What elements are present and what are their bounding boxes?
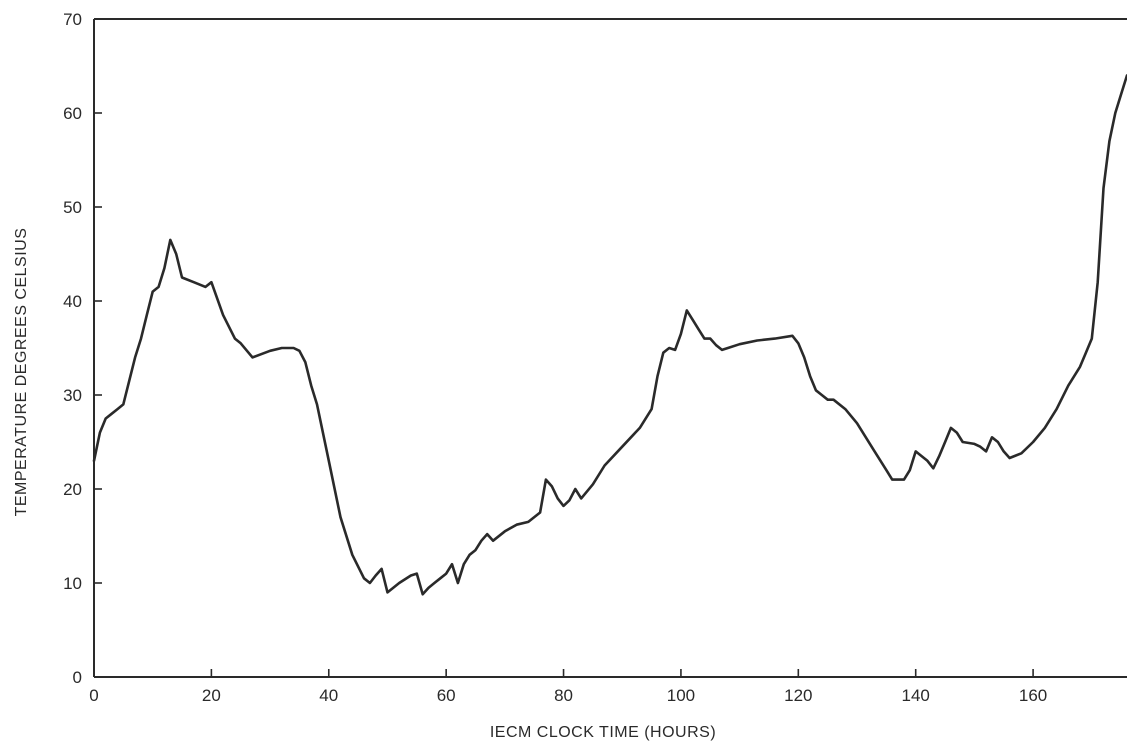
y-axis-title: TEMPERATURE DEGREES CELSIUS [13,228,30,517]
x-tick-label: 40 [319,686,338,705]
x-axis-title: IECM CLOCK TIME (HOURS) [490,724,716,741]
y-tick-label: 0 [73,668,82,687]
x-tick-label: 160 [1019,686,1047,705]
x-tick-label: 20 [202,686,221,705]
y-tick-label: 50 [63,198,82,217]
chart-series [92,74,1127,596]
y-tick-label: 40 [63,292,82,311]
chart-ticks: 0 20 40 60 80 100 120 140 160 0 10 20 30 40 50 60 70 [63,10,1047,705]
x-tick-label: 100 [667,686,695,705]
y-tick-label: 10 [63,574,82,593]
temperature-series-line [92,74,1127,596]
x-tick-label: 0 [89,686,98,705]
x-tick-label: 140 [902,686,930,705]
x-tick-label: 80 [554,686,573,705]
y-tick-label: 70 [63,10,82,29]
y-tick-label: 30 [63,386,82,405]
y-tick-label: 60 [63,104,82,123]
chart-axes [93,18,1127,678]
x-tick-label: 120 [784,686,812,705]
y-tick-label: 20 [63,480,82,499]
x-tick-label: 60 [437,686,456,705]
